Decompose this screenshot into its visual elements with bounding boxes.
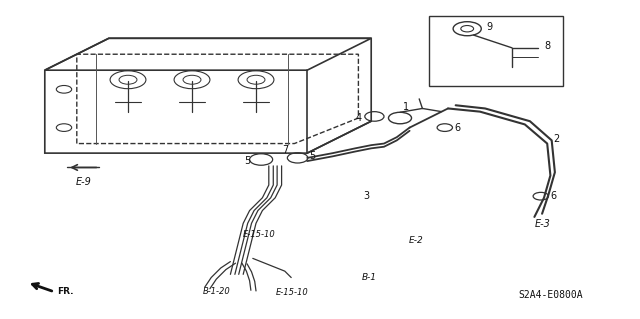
- Text: S2A4-E0800A: S2A4-E0800A: [518, 290, 582, 300]
- Text: 3: 3: [364, 191, 370, 201]
- Text: FR.: FR.: [58, 287, 74, 296]
- Text: E-15-10: E-15-10: [243, 230, 276, 239]
- Text: B-1: B-1: [362, 273, 376, 282]
- Text: E-9: E-9: [76, 177, 91, 187]
- Text: 6: 6: [454, 122, 461, 133]
- Text: 7: 7: [282, 145, 289, 155]
- Text: 8: 8: [544, 41, 550, 51]
- Text: 5: 5: [309, 151, 316, 161]
- Text: 9: 9: [486, 22, 493, 32]
- Text: E-2: E-2: [408, 236, 423, 245]
- Text: 1: 1: [403, 102, 410, 112]
- Text: 2: 2: [554, 134, 560, 144]
- Text: E-3: E-3: [535, 219, 550, 229]
- Text: 5: 5: [244, 156, 251, 166]
- Text: E-15-10: E-15-10: [275, 288, 308, 297]
- Text: B-1-20: B-1-20: [202, 287, 230, 296]
- Text: 6: 6: [550, 191, 557, 201]
- Text: 4: 4: [355, 113, 362, 123]
